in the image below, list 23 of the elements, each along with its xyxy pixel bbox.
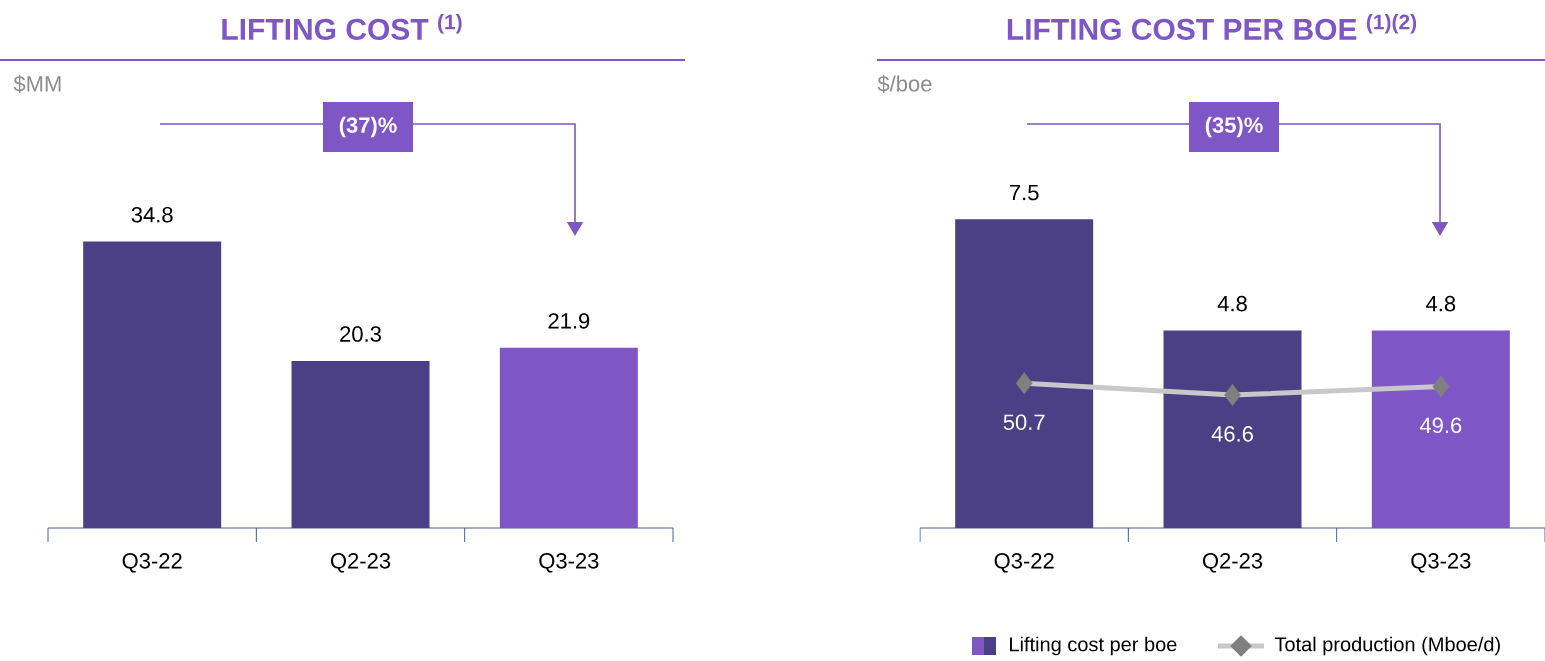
y-axis-title: $/boe	[877, 75, 932, 93]
data-label: 7.5	[1010, 184, 1039, 201]
chart-title: LIFTING COST PER BOE $^{(1)(2)}$	[1007, 14, 1417, 40]
y-axis-title: $MM	[13, 75, 61, 93]
chart-title: LIFTING COST $^{(1)}$	[222, 14, 462, 40]
x-tick-label: Q3-23	[1411, 553, 1471, 573]
x-tick-label: Q2-23	[1202, 553, 1263, 573]
data-label: 34.8	[131, 206, 173, 223]
legend-label: Total production (Mboe/d)	[1274, 636, 1500, 656]
x-tick-label: Q2-23	[330, 553, 391, 573]
data-label: 4.8	[1426, 295, 1456, 312]
data-label: 21.9	[548, 313, 590, 329]
data-label: 4.8	[1217, 295, 1247, 312]
data-label: 46.6	[1211, 426, 1253, 442]
data-label: 50.7	[1003, 414, 1045, 430]
annotation: (37)%	[339, 116, 397, 138]
x-tick-label: Q3-22	[994, 553, 1054, 573]
x-tick-label: Q3-23	[539, 553, 599, 573]
data-label: 20.3	[340, 326, 381, 342]
legend-label: Lifting cost per boe	[1010, 636, 1177, 656]
x-tick-label: Q3-22	[122, 553, 182, 573]
data-label: 49.6	[1419, 417, 1462, 434]
annotation: (35)%	[1205, 116, 1263, 138]
